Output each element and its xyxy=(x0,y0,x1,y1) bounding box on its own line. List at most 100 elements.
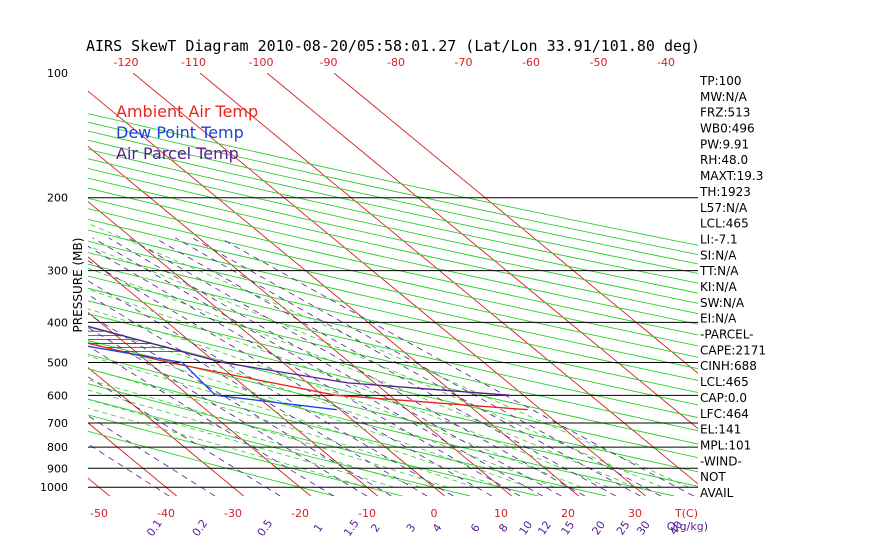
pressure-tick-label: 800 xyxy=(47,441,68,454)
temp-unit-label: T(C) xyxy=(674,507,698,520)
index-entry: SW:N/A xyxy=(700,296,745,310)
index-entry: TH:1923 xyxy=(699,185,751,199)
moist-adiabat-line xyxy=(88,288,609,488)
dry-adiabat-line xyxy=(88,229,698,370)
legend: Ambient Air Temp Dew Point Temp Air Parcel… xyxy=(116,102,258,163)
index-entry: LFC:464 xyxy=(700,407,749,421)
parcel-temp-line xyxy=(88,325,511,396)
index-entry: L57:N/A xyxy=(700,201,748,215)
bottom-temp-tick-label: 10 xyxy=(494,507,508,520)
index-entry: LCL:465 xyxy=(700,375,749,389)
bottom-temp-tick-label: 0 xyxy=(431,507,438,520)
mixing-ratio-line xyxy=(108,237,562,496)
dry-adiabat-line xyxy=(88,275,698,419)
mixing-ratio-label: 1 xyxy=(311,521,326,534)
mixing-ratio-line xyxy=(88,415,216,496)
mixing-ratio-label: 4 xyxy=(430,521,445,534)
dry-adiabat-line xyxy=(88,148,698,284)
index-entry: LCL:465 xyxy=(700,217,749,231)
dry-adiabat-line xyxy=(88,240,698,381)
index-entry: FRZ:513 xyxy=(700,106,750,120)
isotherm-line xyxy=(88,366,244,496)
mixing-ratio-label: 10 xyxy=(517,519,536,538)
index-entry: TT:N/A xyxy=(699,264,739,278)
dry-adiabat-line xyxy=(88,368,607,496)
top-temp-tick-label: -120 xyxy=(114,56,139,69)
mixing-ratio-line xyxy=(175,237,641,496)
bottom-temp-tick-label: -30 xyxy=(224,507,242,520)
isotherm-line xyxy=(88,145,512,496)
moist-adiabat-line xyxy=(88,407,368,488)
top-temp-tick-label: -40 xyxy=(657,56,675,69)
mixing-ratio-line xyxy=(88,245,521,496)
mixing-ratio-line xyxy=(92,237,543,496)
dry-adiabat-line xyxy=(88,300,698,445)
top-temp-tick-label: -80 xyxy=(387,56,405,69)
mixing-ratio-label: 2 xyxy=(368,521,383,534)
index-entry: AVAIL xyxy=(700,486,734,500)
dry-adiabat-line xyxy=(88,252,698,394)
isotherm-line xyxy=(88,311,311,496)
dry-adiabat-line xyxy=(88,187,698,325)
top-temp-tick-label: -100 xyxy=(249,56,274,69)
pressure-tick-label: 200 xyxy=(47,192,68,205)
dry-adiabat-line xyxy=(88,383,539,496)
mixing-ratio-line xyxy=(154,237,616,496)
dry-adiabat-line xyxy=(88,287,698,432)
dry-adiabat-line xyxy=(88,326,698,473)
dewpoint-temp-line xyxy=(88,345,337,411)
pressure-tick-label: 600 xyxy=(47,389,68,402)
dry-adiabat-line xyxy=(88,218,698,358)
mixing-ratio-label: 0.5 xyxy=(255,517,276,539)
dry-adiabat-line xyxy=(88,340,698,487)
top-temp-tick-label: -60 xyxy=(522,56,540,69)
mixing-ratio-line xyxy=(88,327,368,496)
dry-adiabat-line xyxy=(88,121,698,256)
mixing-ratio-label: 3 xyxy=(404,521,419,534)
mixing-ratio-unit-label: Q(g/kg) xyxy=(667,520,708,533)
index-entry: CINH:688 xyxy=(700,359,757,373)
index-entry: RH:48.0 xyxy=(700,153,748,167)
bottom-temp-tick-label: 30 xyxy=(628,507,642,520)
index-entry: CAP:0.0 xyxy=(700,391,747,405)
top-temp-tick-label: -70 xyxy=(455,56,473,69)
dry-adiabat-line xyxy=(88,130,698,265)
mixing-ratio-line xyxy=(88,345,335,496)
mixing-ratio-line xyxy=(88,313,392,496)
dry-adiabat-line xyxy=(88,263,698,406)
index-entry: NOT xyxy=(700,470,726,484)
mixing-ratio-label: 20 xyxy=(589,518,608,537)
legend-entry: Dew Point Temp xyxy=(116,123,244,142)
moist-adiabat-line xyxy=(88,223,689,488)
mixing-ratio-line xyxy=(192,237,661,496)
mixing-ratio-label: 0.1 xyxy=(144,517,165,539)
dry-adiabat-line xyxy=(88,113,698,246)
moist-adiabat-line xyxy=(88,325,555,488)
pressure-tick-label: 700 xyxy=(47,417,68,430)
moist-adiabat-line xyxy=(88,341,528,488)
pressure-tick-label: 1000 xyxy=(40,481,68,494)
mixing-ratio-line xyxy=(88,294,428,496)
index-entry: LI:-7.1 xyxy=(700,232,738,246)
mixing-ratio-label: 0.2 xyxy=(190,517,211,539)
dry-adiabat-line xyxy=(88,177,698,315)
pressure-tick-label: 900 xyxy=(47,462,68,475)
top-temp-tick-label: -50 xyxy=(590,56,608,69)
index-entry: -WIND- xyxy=(700,454,742,468)
isotherm-line xyxy=(0,73,43,496)
index-entry: CAPE:2171 xyxy=(700,343,766,357)
mixing-ratio-line xyxy=(88,260,492,496)
mixing-ratio-line xyxy=(88,376,281,496)
mixing-ratio-label: 15 xyxy=(559,519,578,538)
mixing-ratio-label: 30 xyxy=(634,519,653,538)
isotherm-line xyxy=(88,201,445,496)
index-entry: PW:9.91 xyxy=(700,137,749,151)
index-entry: SI:N/A xyxy=(700,248,737,262)
mixing-ratio-line xyxy=(128,237,585,496)
moist-adiabat-line xyxy=(88,355,502,488)
index-entry: -PARCEL- xyxy=(700,328,754,342)
mixing-ratio-label: 25 xyxy=(614,519,633,538)
dry-adiabat-line xyxy=(88,353,675,496)
